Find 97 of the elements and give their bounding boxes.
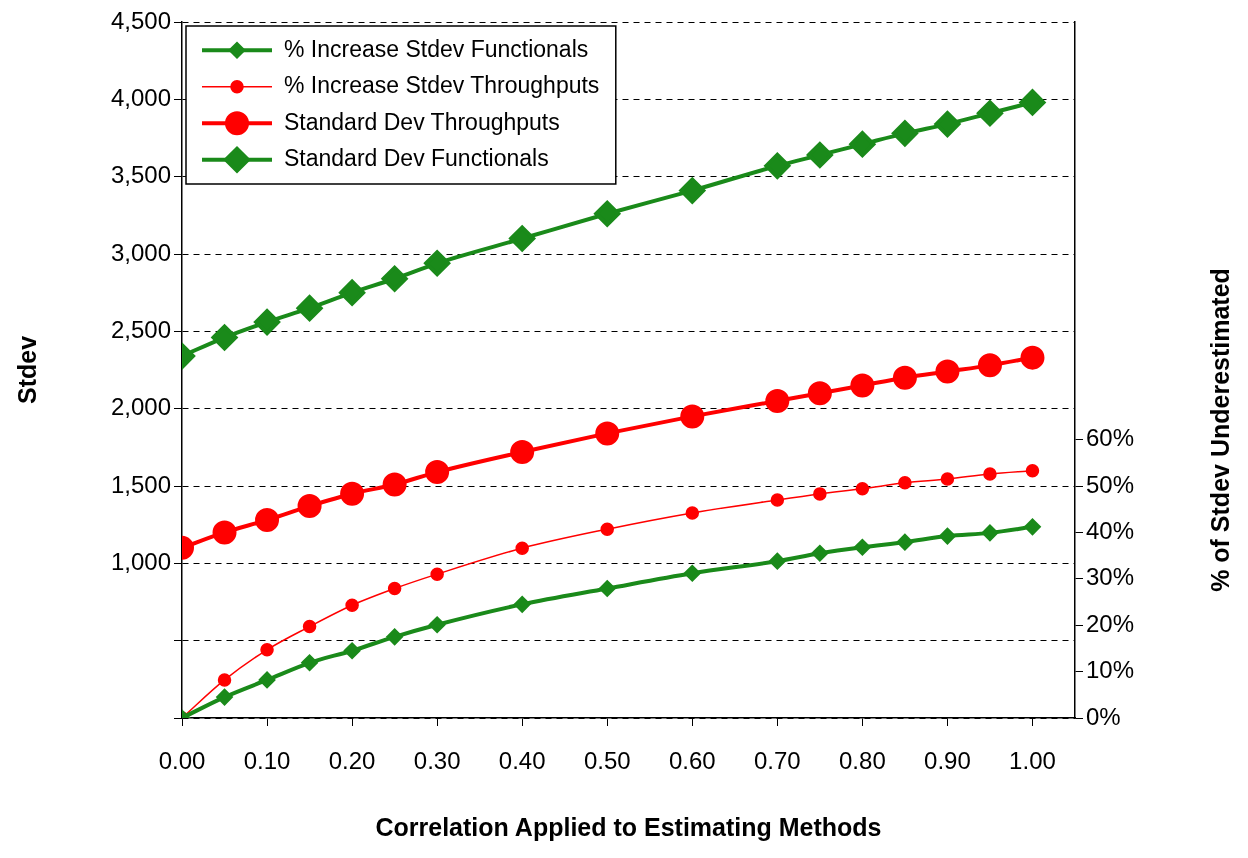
point: [1024, 518, 1041, 535]
point: [892, 365, 917, 390]
point: [765, 388, 790, 413]
point: [770, 493, 785, 507]
point: [679, 177, 706, 204]
point: [254, 309, 281, 336]
y2-tick-label: 40%: [1086, 517, 1135, 545]
point: [339, 279, 366, 306]
x-tick-label: 0.30: [413, 747, 461, 775]
point: [981, 524, 998, 541]
y-axis-title: Stdev: [12, 335, 41, 405]
point: [811, 545, 828, 562]
y-tick-label: 1,000: [110, 547, 171, 575]
point: [510, 439, 535, 464]
point: [216, 689, 233, 706]
y-tick-label: 4,500: [110, 6, 171, 34]
point: [386, 628, 403, 645]
point: [217, 673, 232, 687]
legend-label: % Increase Stdev Throughputs: [284, 72, 600, 99]
point: [976, 100, 1003, 127]
x-tick-label: 0.20: [328, 747, 376, 775]
point: [259, 671, 276, 688]
point: [302, 619, 317, 634]
point: [806, 142, 833, 169]
point: [764, 152, 791, 179]
point: [212, 520, 237, 545]
point: [680, 404, 705, 429]
x-tick-label: 0.10: [243, 747, 291, 775]
point: [595, 421, 620, 446]
y-tick-label: 3,500: [110, 161, 171, 189]
point: [977, 353, 1002, 378]
point: [813, 487, 827, 501]
x-tick-label: 0.50: [583, 747, 631, 775]
point: [430, 567, 444, 581]
x-tick-label: 0.40: [498, 747, 546, 775]
y-tick-label: 4,000: [110, 83, 171, 111]
point: [935, 359, 960, 384]
legend-label: Standard Dev Functionals: [284, 145, 549, 172]
y-tick-label: 2,000: [110, 393, 171, 421]
point: [769, 553, 786, 570]
point: [429, 616, 446, 633]
point: [854, 539, 871, 556]
x-tick-label: 0.60: [668, 747, 716, 775]
y2-axis-title: % of Stdev Underestimated: [1205, 268, 1234, 592]
point: [600, 522, 614, 536]
point: [509, 225, 536, 252]
point: [382, 472, 407, 497]
point: [255, 508, 280, 533]
y-tick-label: 2,500: [110, 315, 171, 343]
point: [891, 120, 918, 147]
point: [684, 565, 701, 582]
point: [685, 506, 700, 520]
point: [515, 541, 529, 555]
point: [260, 643, 274, 657]
point: [898, 476, 912, 490]
point: [381, 265, 408, 292]
y2-tick-label: 10%: [1086, 656, 1135, 684]
point: [1020, 345, 1045, 370]
point: [940, 472, 955, 486]
point: [855, 482, 870, 496]
point: [594, 200, 621, 227]
point: [896, 534, 913, 551]
legend-label: % Increase Stdev Functionals: [284, 35, 589, 62]
legend-label: Standard Dev Throughputs: [284, 108, 560, 135]
y-tick-label: 3,000: [110, 238, 171, 266]
y2-tick-label: 20%: [1086, 609, 1135, 637]
y2-tick-label: 50%: [1086, 470, 1135, 498]
y2-tick-label: 60%: [1086, 424, 1135, 452]
x-tick-label: 0.80: [839, 747, 886, 775]
point: [983, 467, 997, 481]
point: [939, 528, 956, 545]
point: [340, 481, 365, 506]
point: [850, 373, 875, 398]
point: [849, 131, 876, 158]
x-tick-label: 1.00: [1009, 747, 1056, 775]
y-tick-label: 1,500: [110, 470, 171, 498]
point: [425, 460, 450, 485]
point: [345, 598, 359, 612]
point: [514, 596, 531, 613]
point: [1025, 463, 1040, 478]
x-tick-label: 0.70: [753, 747, 801, 775]
x-axis-title: Correlation Applied to Estimating Methods: [375, 812, 882, 841]
point: [934, 111, 961, 138]
point: [387, 581, 402, 596]
y2-tick-label: 0%: [1086, 702, 1121, 730]
point: [211, 324, 238, 351]
point: [1019, 89, 1046, 116]
point: [297, 494, 322, 519]
point: [296, 295, 323, 322]
x-tick-label: 0.90: [924, 747, 971, 775]
x-tick-label: 0.00: [158, 747, 206, 775]
point: [301, 654, 318, 671]
point: [807, 381, 832, 406]
point: [424, 250, 451, 277]
y2-tick-label: 30%: [1086, 563, 1135, 591]
point: [599, 580, 616, 597]
point: [344, 642, 361, 659]
